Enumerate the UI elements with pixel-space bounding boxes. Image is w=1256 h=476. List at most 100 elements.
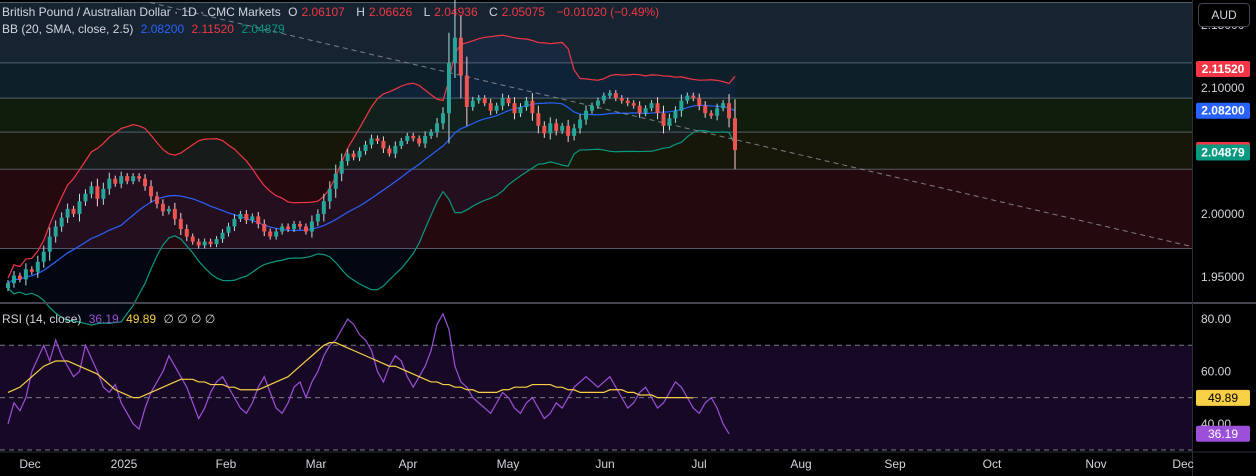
candle-body <box>649 103 654 109</box>
high-value: 2.06626 <box>368 5 413 19</box>
candle-body <box>214 239 219 245</box>
candle-body <box>196 241 201 246</box>
candle-body <box>429 132 434 136</box>
candle-body <box>154 196 159 204</box>
rsi-tick-label: 60.00 <box>1201 364 1231 378</box>
bb-basis-line <box>7 102 736 284</box>
open-value: 2.06107 <box>301 5 345 19</box>
candle-body <box>607 93 612 96</box>
rsi-legend[interactable]: RSI (14, close) 36.19 49.89 ∅ ∅ ∅ ∅ <box>2 312 219 326</box>
candle-body <box>584 110 589 120</box>
candle-body <box>250 216 255 221</box>
bb-lower-line <box>7 129 736 326</box>
candle-body <box>601 95 606 101</box>
low-value: 2.04936 <box>434 5 478 19</box>
candle-body <box>631 103 636 106</box>
candle-body <box>566 125 571 136</box>
time-tick-label: Dec <box>19 457 40 471</box>
candle-body <box>715 108 720 116</box>
candle-body <box>703 105 708 114</box>
candle-body <box>417 138 422 144</box>
candle-body <box>691 95 696 99</box>
candle-body <box>315 213 320 222</box>
candle-body <box>625 100 630 104</box>
candle-body <box>435 123 440 133</box>
candle-body <box>560 125 565 131</box>
candle-body <box>143 178 148 187</box>
candle-body <box>375 138 380 141</box>
candle-body <box>655 103 660 114</box>
candle-body <box>232 218 237 227</box>
candle-body <box>441 113 446 124</box>
candle-body <box>113 178 118 184</box>
candle-body <box>488 103 493 111</box>
candle-body <box>47 236 52 252</box>
candle-body <box>83 193 88 202</box>
candle-body <box>613 93 618 99</box>
candle-body <box>595 100 600 106</box>
candle-body <box>482 98 487 104</box>
rsi-ma-tag <box>1196 389 1250 406</box>
candle-body <box>41 251 46 262</box>
candle-body <box>512 103 517 114</box>
bb-label: BB (20, SMA, close, 2.5) <box>2 22 134 36</box>
bb-upper-line <box>7 34 736 279</box>
candle-body <box>727 103 732 119</box>
rsi-value-tag <box>1196 425 1250 442</box>
time-tick-label: 2025 <box>111 457 138 471</box>
candle-body <box>554 123 559 131</box>
candle-body <box>333 173 338 189</box>
price-zone <box>0 169 1192 249</box>
candle-body <box>548 123 553 134</box>
low-label: L <box>423 5 431 19</box>
candle-body <box>226 226 231 233</box>
rsi-label: RSI (14, close) <box>2 312 82 326</box>
candle-body <box>274 231 279 237</box>
candle-body <box>464 75 469 107</box>
candle-body <box>220 232 225 240</box>
candle-body <box>476 98 481 101</box>
candle-body <box>17 275 22 280</box>
time-tick-label: Nov <box>1085 457 1106 471</box>
candle-body <box>619 98 624 101</box>
candle-body <box>262 223 267 232</box>
candle-body <box>280 226 285 232</box>
candle-body <box>35 261 40 272</box>
time-tick-label: Aug <box>790 457 811 471</box>
candle-body <box>107 178 112 189</box>
rsi-ma-tag-label: 49.89 <box>1208 391 1238 405</box>
candle-body <box>679 100 684 111</box>
bb-legend[interactable]: BB (20, SMA, close, 2.5) 2.08200 2.11520… <box>2 22 289 36</box>
candle-body <box>321 201 326 214</box>
candle-body <box>172 208 177 219</box>
candle-body <box>369 138 374 145</box>
candle-body <box>268 231 273 237</box>
candle-body <box>53 226 58 237</box>
price-tick-label: 2.00000 <box>1201 207 1245 221</box>
rsi-value: 36.19 <box>88 312 119 326</box>
candle-body <box>303 226 308 232</box>
time-tick-label: May <box>497 457 520 471</box>
price-tag-label: 2.11520 <box>1202 62 1245 76</box>
candle-body <box>71 208 76 214</box>
currency-button[interactable]: AUD <box>1198 3 1250 27</box>
price-tick-label: 2.10000 <box>1201 81 1245 95</box>
candle-body <box>59 217 64 227</box>
rsi-tick-label: 80.00 <box>1201 312 1231 326</box>
time-tick-label: Sep <box>884 457 906 471</box>
bb-upper-value: 2.11520 <box>191 22 234 36</box>
candle-body <box>160 203 165 212</box>
candle-body <box>518 106 523 114</box>
candle-body <box>29 269 34 272</box>
candle-body <box>709 113 714 116</box>
candle-body <box>405 135 410 141</box>
candle-body <box>202 241 207 246</box>
rsi-value-tag-label: 36.19 <box>1208 427 1238 441</box>
candle-body <box>637 105 642 114</box>
candle-body <box>339 161 344 174</box>
candle-body <box>137 176 142 179</box>
candle-body <box>530 100 535 114</box>
candle-body <box>423 135 428 144</box>
rsi-ma-value: 49.89 <box>126 312 157 326</box>
